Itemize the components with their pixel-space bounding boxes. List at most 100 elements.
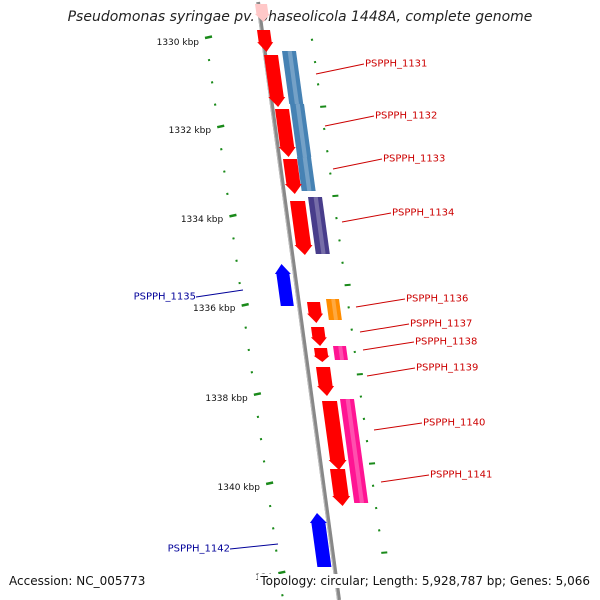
tick-mark xyxy=(341,261,344,264)
tick-mark xyxy=(216,124,225,129)
tick-mark xyxy=(310,38,314,41)
gene-arrow[interactable] xyxy=(264,55,286,107)
map-title: Pseudomonas syringae pv. phaseolicola 14… xyxy=(67,9,533,25)
tick-mark xyxy=(229,213,237,218)
leader-line xyxy=(366,367,416,377)
kbp-label: 1340 kbp xyxy=(218,483,261,493)
kbp-labels: 1330 kbp 1332 kbp 1334 kbp 1336 kbp 1338 kbp… xyxy=(157,38,273,583)
tick-mark xyxy=(356,373,363,376)
gene-label[interactable]: PSPPH_1136 xyxy=(406,294,468,305)
tick-mark xyxy=(320,105,327,108)
gene-arrow[interactable] xyxy=(283,159,302,194)
tick-mark xyxy=(338,239,341,242)
tick-mark xyxy=(353,350,357,354)
topology-text: Topology: circular; Length: 5,928,787 bp… xyxy=(258,574,590,588)
gene-label[interactable]: PSPPH_1141 xyxy=(430,470,492,481)
leader-line xyxy=(362,341,415,351)
tick-mark xyxy=(265,481,274,486)
feature-bar[interactable] xyxy=(333,345,348,361)
tick-mark xyxy=(332,194,339,198)
gene-arrow[interactable] xyxy=(309,513,332,567)
tick-mark xyxy=(377,529,381,532)
gene-arrow-partial[interactable] xyxy=(257,30,274,52)
tick-mark xyxy=(313,60,317,64)
tick-mark xyxy=(210,81,214,84)
gene-label[interactable]: PSPPH_1133 xyxy=(383,154,445,165)
tick-mark xyxy=(281,594,284,597)
leader-line xyxy=(229,543,279,550)
gene-arrow[interactable] xyxy=(274,264,294,306)
tick-mark xyxy=(347,306,350,309)
leader-line xyxy=(324,115,375,127)
accession-text: Accession: NC_005773 xyxy=(9,574,146,588)
tick-mark xyxy=(316,83,320,86)
tick-marks xyxy=(204,35,388,597)
tick-mark xyxy=(365,439,369,443)
tick-mark xyxy=(344,283,351,287)
gene-arrow[interactable] xyxy=(313,348,330,362)
gene-label[interactable]: PSPPH_1132 xyxy=(375,111,437,122)
tick-mark xyxy=(271,527,275,530)
tick-mark xyxy=(262,460,266,463)
kbp-label: 1332 kbp xyxy=(169,126,212,136)
tick-mark xyxy=(275,549,278,552)
gene-arrow[interactable] xyxy=(307,302,324,323)
gene-label[interactable]: PSPPH_1137 xyxy=(410,319,472,330)
kbp-label: 1330 kbp xyxy=(157,38,200,48)
tick-mark xyxy=(381,551,388,554)
feature-bars xyxy=(282,50,369,504)
leader-line xyxy=(355,298,406,308)
gene-label[interactable]: PSPPH_1142 xyxy=(168,544,230,555)
kbp-label: 1336 kbp xyxy=(193,304,236,314)
kbp-label: 1334 kbp xyxy=(181,215,224,225)
gene-arrow[interactable] xyxy=(310,327,327,346)
tick-mark xyxy=(213,103,217,106)
backbone xyxy=(256,1,341,600)
tick-mark xyxy=(238,281,241,285)
gene-label[interactable]: PSPPH_1131 xyxy=(365,59,427,70)
feature-bar[interactable] xyxy=(297,156,316,192)
leader-line xyxy=(195,289,244,298)
backbone-line xyxy=(256,1,341,600)
tick-mark xyxy=(359,395,363,398)
leader-line xyxy=(373,422,423,431)
gene-arrow[interactable] xyxy=(330,469,351,506)
gene-arrow[interactable] xyxy=(275,109,296,157)
tick-mark xyxy=(256,415,260,419)
feature-bar[interactable] xyxy=(282,50,304,105)
gene-label[interactable]: PSPPH_1138 xyxy=(415,337,477,348)
gene-label[interactable]: PSPPH_1135 xyxy=(134,292,196,303)
tick-mark xyxy=(226,192,229,196)
gene-arrow-partial[interactable] xyxy=(254,4,270,22)
leader-line xyxy=(332,158,383,170)
tick-mark xyxy=(368,462,376,465)
tick-mark xyxy=(223,170,226,173)
gene-arrow[interactable] xyxy=(322,401,347,470)
tick-mark xyxy=(204,35,213,40)
gene-label[interactable]: PSPPH_1140 xyxy=(423,418,485,429)
gene-arrow[interactable] xyxy=(290,201,313,255)
tick-mark xyxy=(350,328,353,331)
gene-label[interactable]: PSPPH_1134 xyxy=(392,208,454,219)
leader-line xyxy=(359,323,410,333)
tick-mark xyxy=(371,484,375,487)
feature-bar[interactable] xyxy=(308,196,330,255)
tick-mark xyxy=(326,150,329,153)
tick-mark xyxy=(247,348,251,352)
feature-bar[interactable] xyxy=(290,103,312,158)
gene-label[interactable]: PSPPH_1139 xyxy=(416,363,478,374)
gene-arrows xyxy=(254,4,351,567)
tick-mark xyxy=(374,506,378,510)
backbone-highlight xyxy=(256,1,338,600)
kbp-label: 1338 kbp xyxy=(205,394,248,404)
tick-mark xyxy=(268,504,272,508)
tick-mark xyxy=(250,371,254,374)
feature-bar[interactable] xyxy=(340,398,369,504)
gene-arrow[interactable] xyxy=(316,367,335,396)
tick-mark xyxy=(278,570,286,575)
leader-line xyxy=(315,63,365,75)
tick-mark xyxy=(244,326,247,329)
feature-bar[interactable] xyxy=(326,298,342,321)
tick-mark xyxy=(235,259,238,262)
